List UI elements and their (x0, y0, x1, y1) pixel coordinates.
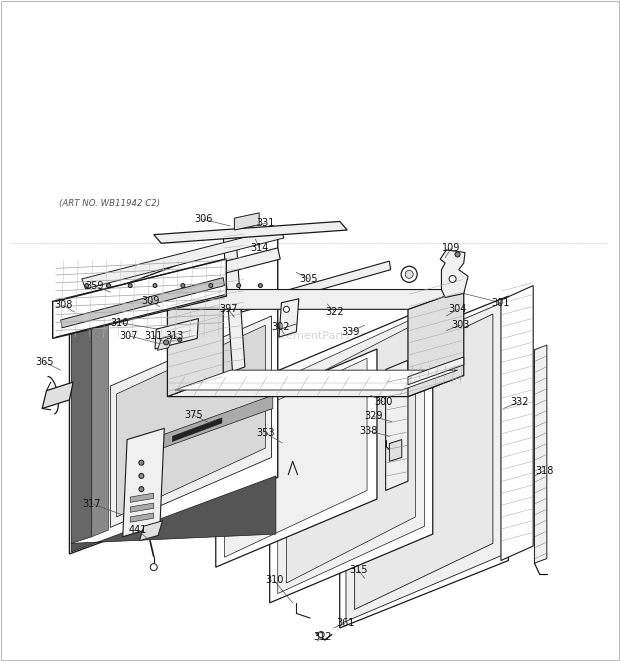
Text: 311: 311 (144, 330, 163, 341)
Polygon shape (175, 370, 458, 390)
Text: 318: 318 (535, 465, 554, 476)
Circle shape (405, 270, 413, 278)
Polygon shape (408, 290, 464, 397)
Polygon shape (82, 228, 284, 289)
Text: 315: 315 (349, 564, 368, 575)
Polygon shape (386, 360, 408, 490)
Polygon shape (130, 503, 154, 512)
Text: eReplacementParts.com: eReplacementParts.com (242, 330, 378, 341)
Polygon shape (234, 213, 259, 230)
Text: 305: 305 (299, 274, 318, 284)
Text: 304: 304 (448, 304, 467, 315)
Polygon shape (224, 358, 367, 557)
Text: 338: 338 (360, 426, 378, 436)
Polygon shape (534, 345, 547, 563)
Text: 359: 359 (85, 280, 104, 291)
Circle shape (85, 284, 89, 288)
Polygon shape (172, 418, 222, 442)
Text: 317: 317 (82, 498, 101, 509)
Text: 441: 441 (128, 525, 147, 535)
Text: 307: 307 (120, 330, 138, 341)
Polygon shape (270, 305, 433, 603)
Text: 339: 339 (341, 327, 360, 337)
Text: 300: 300 (374, 397, 392, 407)
Text: 329: 329 (364, 411, 383, 422)
Polygon shape (286, 324, 415, 583)
Circle shape (401, 266, 417, 282)
Text: 322: 322 (326, 307, 344, 317)
Circle shape (318, 631, 324, 638)
Polygon shape (110, 316, 272, 527)
Text: 331: 331 (256, 218, 275, 229)
Text: 301: 301 (492, 297, 510, 308)
Circle shape (455, 252, 460, 257)
Polygon shape (117, 325, 265, 517)
Polygon shape (92, 312, 108, 537)
Polygon shape (340, 296, 508, 628)
Polygon shape (130, 493, 154, 502)
Text: 397: 397 (219, 304, 237, 315)
Polygon shape (167, 375, 464, 397)
Text: 312: 312 (313, 631, 332, 642)
Circle shape (181, 284, 185, 288)
Text: 306: 306 (194, 214, 213, 225)
Circle shape (178, 338, 182, 342)
Circle shape (237, 284, 241, 288)
Polygon shape (440, 250, 468, 297)
Polygon shape (346, 303, 502, 621)
Polygon shape (71, 248, 280, 312)
Polygon shape (355, 314, 493, 609)
Text: 308: 308 (54, 300, 73, 311)
Polygon shape (408, 357, 464, 385)
Polygon shape (389, 440, 402, 461)
Polygon shape (123, 428, 164, 537)
Polygon shape (241, 261, 391, 312)
Polygon shape (223, 231, 245, 371)
Text: 314: 314 (250, 243, 268, 253)
Text: 109: 109 (442, 243, 461, 253)
Circle shape (128, 284, 132, 288)
Text: 302: 302 (271, 322, 290, 332)
Polygon shape (53, 259, 226, 338)
Polygon shape (279, 299, 299, 337)
Text: 361: 361 (337, 617, 355, 628)
Text: (ART NO. WB11942 C2): (ART NO. WB11942 C2) (59, 199, 160, 208)
Text: 375: 375 (184, 410, 203, 420)
Text: 309: 309 (141, 295, 159, 306)
Circle shape (139, 486, 144, 492)
Polygon shape (167, 290, 223, 397)
Circle shape (153, 284, 157, 288)
Circle shape (164, 340, 169, 345)
Circle shape (449, 276, 456, 282)
Text: 353: 353 (256, 428, 275, 438)
Polygon shape (155, 319, 198, 349)
Polygon shape (140, 521, 162, 541)
Text: 310: 310 (110, 317, 128, 328)
Text: 365: 365 (35, 357, 54, 368)
Polygon shape (71, 476, 276, 552)
Polygon shape (216, 349, 377, 567)
Polygon shape (501, 286, 533, 561)
Polygon shape (162, 395, 273, 448)
Polygon shape (71, 307, 92, 543)
Circle shape (259, 284, 262, 288)
Text: 310: 310 (265, 575, 283, 586)
Polygon shape (157, 336, 172, 350)
Polygon shape (278, 313, 425, 594)
Text: 313: 313 (166, 330, 184, 341)
Polygon shape (69, 228, 278, 554)
Circle shape (139, 460, 144, 465)
Polygon shape (167, 290, 464, 309)
Polygon shape (42, 382, 73, 408)
Text: 303: 303 (451, 320, 469, 330)
Circle shape (107, 284, 110, 288)
Circle shape (139, 473, 144, 479)
Polygon shape (154, 221, 347, 243)
Circle shape (150, 564, 157, 570)
Circle shape (283, 306, 290, 313)
Text: 332: 332 (510, 397, 529, 407)
Circle shape (209, 284, 213, 288)
Polygon shape (61, 278, 224, 328)
Polygon shape (130, 513, 154, 522)
